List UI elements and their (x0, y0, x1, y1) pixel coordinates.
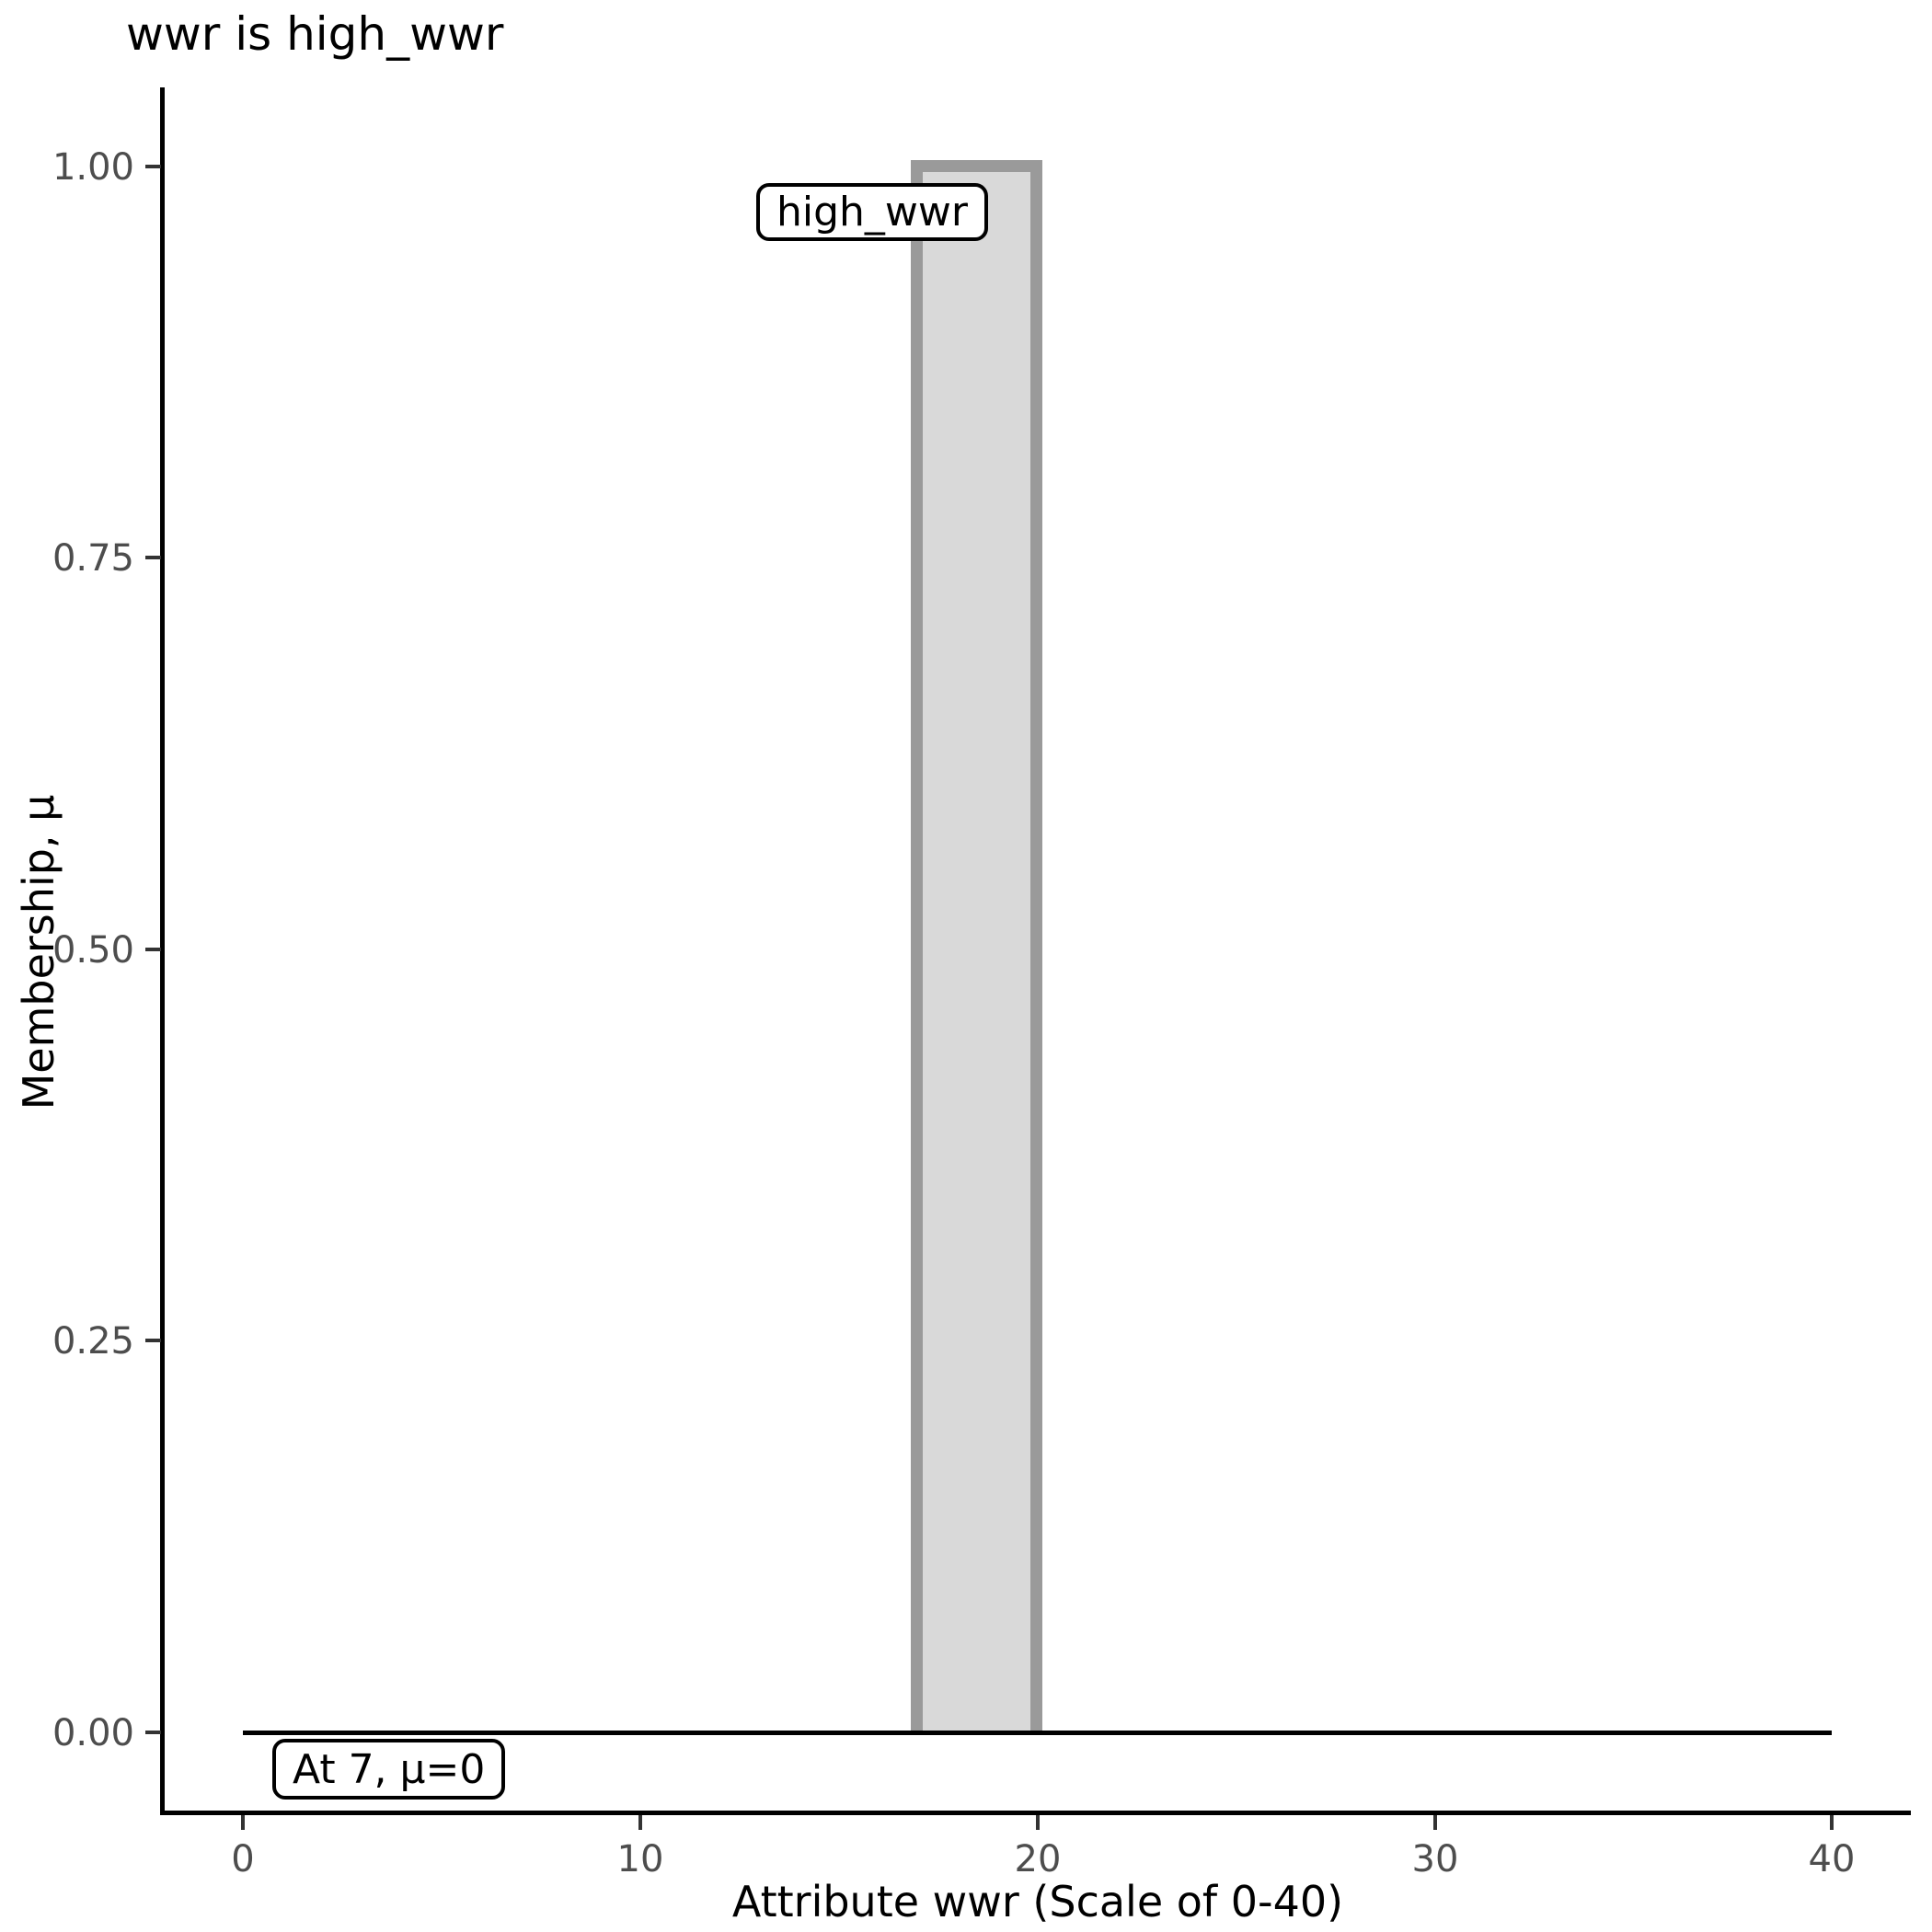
y-tick-label-000: 0.00 (52, 1712, 134, 1754)
y-axis-title: Membership, μ (14, 794, 63, 1110)
y-tick-mark-100 (145, 165, 161, 168)
y-axis-line (160, 87, 165, 1814)
x-axis-line (160, 1811, 1911, 1815)
y-tick-mark-000 (145, 1731, 161, 1734)
y-tick-label-050: 0.50 (52, 929, 134, 972)
zero-membership-baseline (243, 1731, 1832, 1735)
set-label-annotation: high_wwr (756, 183, 988, 241)
x-tick-label-10: 10 (616, 1838, 664, 1880)
x-tick-label-30: 30 (1411, 1838, 1459, 1880)
x-tick-mark-40 (1830, 1815, 1834, 1830)
x-tick-label-40: 40 (1808, 1838, 1856, 1880)
y-tick-mark-025 (145, 1339, 161, 1342)
x-tick-label-20: 20 (1014, 1838, 1062, 1880)
y-tick-label-100: 1.00 (52, 146, 134, 189)
y-tick-label-025: 0.25 (52, 1320, 134, 1363)
high-wwr-membership-bar (911, 160, 1042, 1735)
evaluation-annotation: At 7, μ=0 (272, 1739, 506, 1800)
x-tick-mark-0 (241, 1815, 245, 1830)
evaluation-text: At 7, μ=0 (293, 1745, 486, 1793)
set-label-text: high_wwr (776, 189, 968, 236)
x-tick-label-0: 0 (231, 1838, 255, 1880)
plot-title: wwr is high_wwr (126, 7, 504, 61)
x-tick-mark-30 (1433, 1815, 1437, 1830)
x-axis-title: Attribute wwr (Scale of 0-40) (731, 1877, 1344, 1926)
y-tick-mark-075 (145, 556, 161, 559)
y-tick-mark-050 (145, 948, 161, 951)
x-tick-mark-20 (1036, 1815, 1040, 1830)
x-tick-mark-10 (638, 1815, 642, 1830)
y-tick-label-075: 0.75 (52, 537, 134, 580)
